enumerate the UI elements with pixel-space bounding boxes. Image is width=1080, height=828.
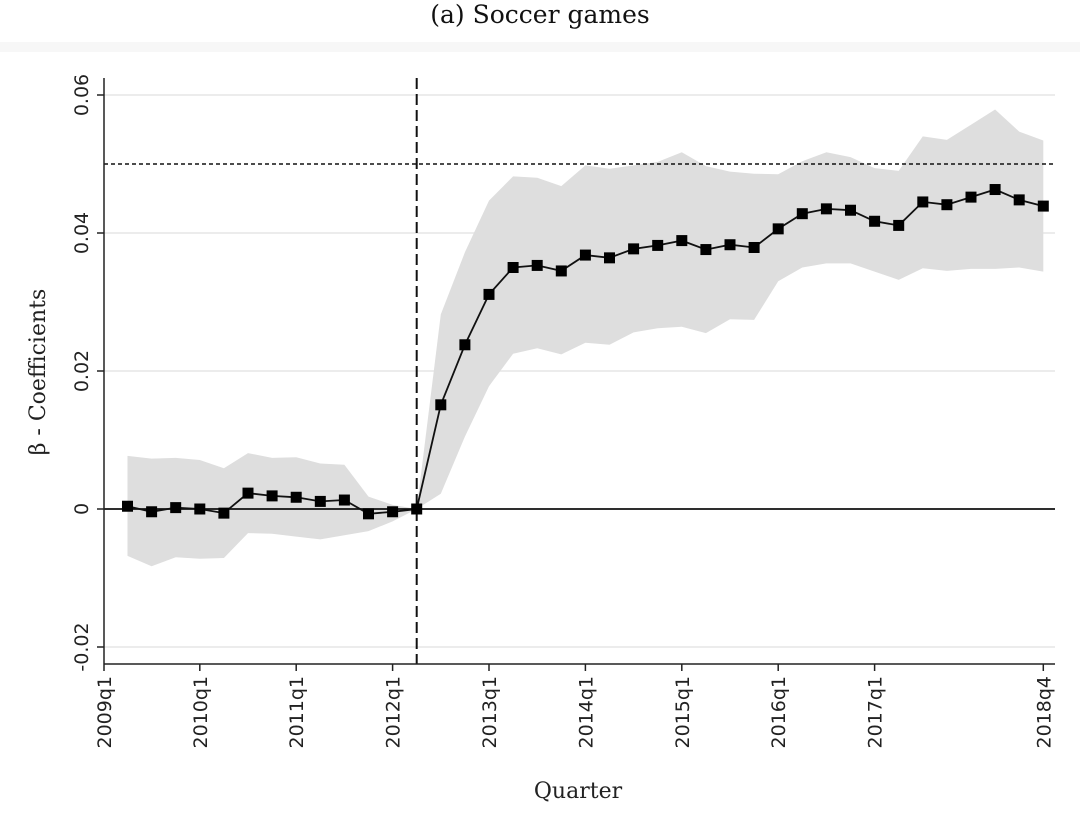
data-point-2012q1 <box>387 506 399 518</box>
x-tick-label-5: 2014q1 <box>575 676 597 749</box>
data-point-2010q1 <box>194 503 206 515</box>
reference-lines <box>104 78 1055 664</box>
data-point-2016q4 <box>845 204 856 216</box>
chart-title: (a) Soccer games <box>430 0 650 29</box>
data-point-2013q4 <box>555 265 567 277</box>
data-point-2011q2 <box>314 495 326 507</box>
data-point-2013q3 <box>531 259 543 271</box>
confidence-band <box>127 109 1044 567</box>
y-tick-label-1: 0 <box>71 503 93 515</box>
data-point-2018q4 <box>1037 200 1049 212</box>
data-point-2015q1 <box>676 235 688 247</box>
x-tick-label-0: 2009q1 <box>94 676 116 749</box>
x-tick-label-6: 2015q1 <box>672 676 694 749</box>
data-point-2013q2 <box>507 262 519 273</box>
data-point-2009q2 <box>122 500 133 512</box>
data-point-2011q4 <box>363 508 374 520</box>
x-tick-label-1: 2010q1 <box>190 676 212 749</box>
data-point-2010q3 <box>242 487 254 499</box>
data-point-2012q4 <box>459 339 471 351</box>
data-point-2018q3 <box>1013 194 1025 206</box>
x-tick-label-9: 2018q4 <box>1033 676 1055 749</box>
data-point-2010q2 <box>218 507 230 519</box>
y-tick-label-2: 0.02 <box>71 350 93 392</box>
data-point-2012q3 <box>435 399 447 411</box>
data-markers <box>122 184 1049 520</box>
y-tick-label-0: -0.02 <box>71 622 93 671</box>
x-tick-label-8: 2017q1 <box>865 676 887 749</box>
data-point-2017q3 <box>917 196 929 208</box>
data-point-2017q2 <box>893 219 905 231</box>
x-tick-label-4: 2013q1 <box>479 676 501 749</box>
data-point-2014q3 <box>628 243 640 255</box>
data-point-2016q1 <box>772 223 784 235</box>
data-point-2014q2 <box>604 252 615 264</box>
data-point-2015q2 <box>700 244 712 256</box>
data-point-2018q1 <box>965 191 977 203</box>
axes <box>97 78 1055 671</box>
data-point-2011q1 <box>290 491 302 503</box>
y-tick-label-4: 0.06 <box>71 74 93 116</box>
x-tick-labels: 2009q1 2010q1 2011q1 2012q1 2013q1 2014q1 2015… <box>94 676 1055 749</box>
y-tick-label-3: 0.04 <box>71 212 93 254</box>
data-point-2009q4 <box>170 502 182 514</box>
data-point-2016q2 <box>796 208 808 220</box>
data-point-2015q4 <box>748 241 760 253</box>
x-tick-label-3: 2012q1 <box>383 676 405 749</box>
data-point-2015q3 <box>724 239 736 251</box>
y-tick-labels: -0.02 0 0.02 0.04 0.06 <box>71 74 93 672</box>
data-point-2017q4 <box>941 199 953 211</box>
x-axis-title: Quarter <box>534 779 623 804</box>
data-point-2018q2 <box>989 184 1001 196</box>
data-point-2011q3 <box>338 494 350 506</box>
data-point-2009q3 <box>146 506 158 518</box>
data-point-2017q1 <box>869 215 881 227</box>
data-point-2010q4 <box>266 490 278 502</box>
data-point-2012q2 <box>411 503 423 515</box>
title-separator <box>0 42 1080 52</box>
data-point-2014q4 <box>652 239 664 251</box>
data-point-2014q1 <box>579 249 591 261</box>
x-tick-label-2: 2011q1 <box>286 676 308 749</box>
data-point-2016q3 <box>820 203 832 215</box>
data-point-2013q1 <box>483 288 495 300</box>
y-axis-title: β - Coefficients <box>26 289 51 456</box>
x-tick-label-7: 2016q1 <box>768 676 790 749</box>
